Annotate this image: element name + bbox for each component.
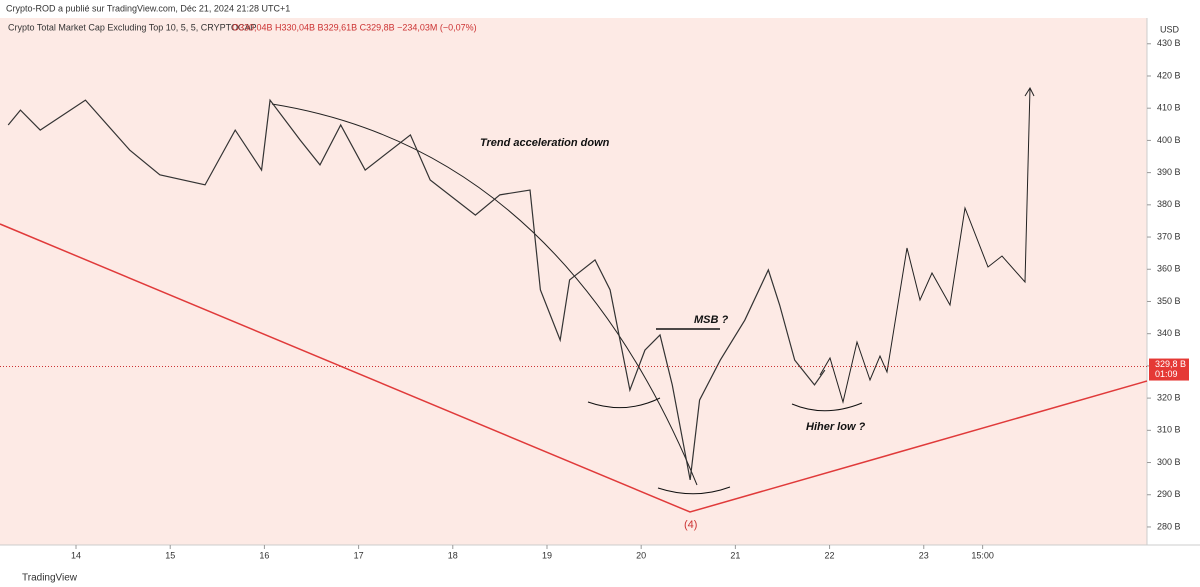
x-tick-label: 23	[919, 550, 929, 560]
curve-arrow	[657, 486, 731, 495]
annotation: (4)	[684, 519, 697, 531]
chart-title: Crypto Total Market Cap Excluding Top 10…	[8, 22, 256, 32]
x-tick-label: 18	[448, 550, 458, 560]
x-tick-label: 15:00	[971, 550, 994, 560]
x-tick-label: 17	[354, 550, 364, 560]
y-tick-label: 420 B	[1157, 70, 1181, 80]
unit: USD	[1160, 24, 1180, 34]
y-tick-label: 380 B	[1157, 199, 1181, 209]
curve-arrow	[587, 397, 661, 409]
x-tick-label: 16	[259, 550, 269, 560]
x-tick-label: 15	[165, 550, 175, 560]
x-tick-label: 21	[730, 550, 740, 560]
countdown: 01:09	[1155, 369, 1178, 379]
y-tick-label: 280 B	[1157, 521, 1181, 531]
price-line	[7, 98, 826, 481]
annotation: Trend acceleration down	[480, 137, 610, 149]
x-tick-label: 22	[825, 550, 835, 560]
y-tick-label: 430 B	[1157, 38, 1181, 48]
projection	[819, 87, 1031, 404]
x-tick-label: 14	[71, 550, 81, 560]
annotation: Hiher low ?	[806, 421, 866, 433]
arrow-head	[1024, 86, 1035, 97]
ohlc: O330,04B H330,04B B329,61B C329,8B −234,…	[232, 22, 477, 32]
last-price-label: 329,8 B	[1155, 359, 1186, 369]
annotation: MSB ?	[694, 314, 729, 326]
y-tick-label: 290 B	[1157, 489, 1181, 499]
y-tick-label: 320 B	[1157, 392, 1181, 402]
y-tick-label: 370 B	[1157, 231, 1181, 241]
publisher: Crypto-ROD a publié sur TradingView.com,…	[6, 3, 290, 13]
x-tick-label: 19	[542, 550, 552, 560]
curve-arrow	[791, 402, 863, 412]
trend-line	[0, 223, 1148, 513]
y-tick-label: 340 B	[1157, 328, 1181, 338]
y-tick-label: 390 B	[1157, 167, 1181, 177]
arc	[271, 103, 698, 486]
footer-logo: TradingView	[22, 573, 78, 584]
y-tick-label: 300 B	[1157, 457, 1181, 467]
y-tick-label: 360 B	[1157, 264, 1181, 274]
y-tick-label: 410 B	[1157, 103, 1181, 113]
x-tick-label: 20	[636, 550, 646, 560]
plot-area	[0, 18, 1147, 545]
y-tick-label: 400 B	[1157, 135, 1181, 145]
last-price-marker	[1149, 358, 1189, 381]
y-tick-label: 350 B	[1157, 296, 1181, 306]
y-tick-label: 310 B	[1157, 425, 1181, 435]
